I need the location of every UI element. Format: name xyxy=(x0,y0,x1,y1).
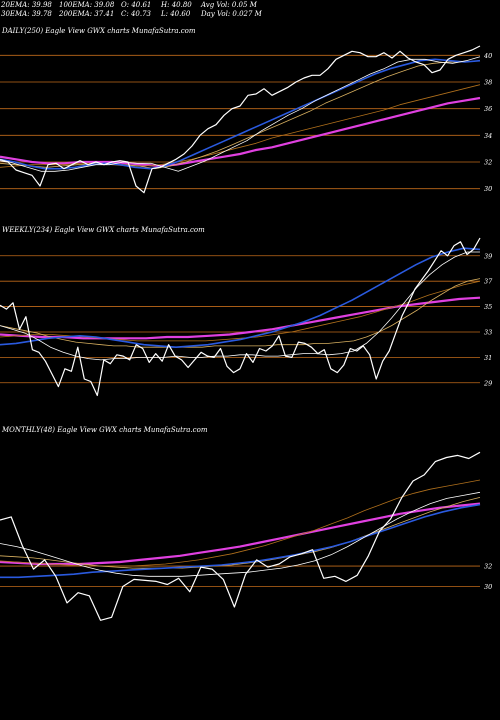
y-tick-label: 30 xyxy=(484,583,492,591)
stat-200ema: 200EMA: 37.41 xyxy=(59,10,115,18)
y-tick-label: 37 xyxy=(484,278,493,286)
ema_blue-series-line xyxy=(0,503,481,579)
ema_200-series-line xyxy=(0,96,481,168)
stat-100ema: 100EMA: 39.08 xyxy=(59,1,115,9)
ema_200-series-line xyxy=(0,502,481,566)
y-tick-label: 30 xyxy=(484,185,492,193)
y-tick-label: 39 xyxy=(484,252,492,260)
stat-high: H: 40.80 xyxy=(161,1,192,9)
y-tick-label: 35 xyxy=(484,303,492,311)
ema_slow-series-line xyxy=(0,84,481,168)
ema_blue-series-line xyxy=(0,58,481,170)
monthly-chart-title: MONTHLY(48) Eagle View GWX charts Munafa… xyxy=(2,426,208,434)
y-tick-label: 36 xyxy=(484,105,492,113)
y-tick-label: 32 xyxy=(484,159,492,167)
ema_200-series-line xyxy=(0,296,481,340)
y-tick-label: 33 xyxy=(484,328,492,336)
price-series-line xyxy=(0,45,481,194)
ema_fast-series-line xyxy=(0,56,481,172)
daily-chart-title: DAILY(250) Eagle View GWX charts MunafaS… xyxy=(2,27,196,35)
stat-avg-vol: Avg Vol: 0.05 M xyxy=(201,1,257,9)
stat-close: C: 40.73 xyxy=(121,10,151,18)
y-tick-label: 29 xyxy=(483,379,492,387)
ema_blue-series-line xyxy=(0,247,481,349)
y-tick-label: 31 xyxy=(484,354,492,362)
y-tick-label: 32 xyxy=(484,563,492,571)
stat-low: L: 40.60 xyxy=(161,10,191,18)
y-tick-label: 34 xyxy=(484,132,492,140)
y-tick-label: 40 xyxy=(483,52,492,60)
stat-open: O: 40.61 xyxy=(121,1,152,9)
stat-20ema: 20EMA: 39.98 xyxy=(1,1,52,9)
price-series-line xyxy=(0,451,481,621)
y-tick-label: 38 xyxy=(484,79,492,87)
price-series-line xyxy=(0,237,481,397)
stat-day-vol: Day Vol: 0.027 M xyxy=(201,10,262,18)
weekly-chart-title: WEEKLY(234) Eagle View GWX charts Munafa… xyxy=(2,226,205,234)
ema_mid-series-line xyxy=(0,60,481,170)
ema_fast-series-line xyxy=(0,491,481,577)
ema_mid-series-line xyxy=(0,497,481,569)
stat-30ema: 30EMA: 39.78 xyxy=(1,10,52,18)
ema_slow-series-line xyxy=(0,479,481,567)
